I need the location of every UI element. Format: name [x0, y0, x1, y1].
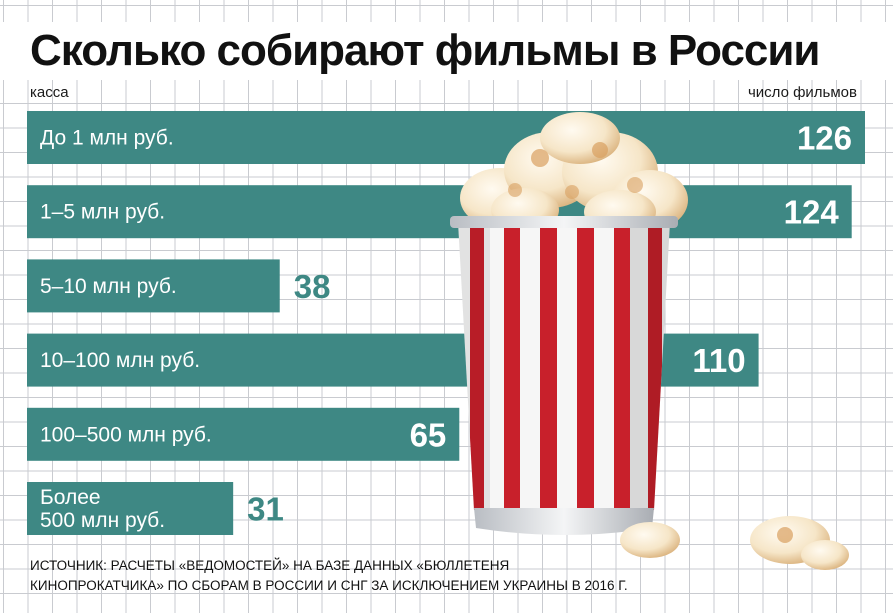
- category-label-5: 100–500 млн руб.: [40, 423, 212, 446]
- value-label-2: 124: [784, 194, 840, 231]
- category-label-2: 1–5 млн руб.: [40, 201, 165, 224]
- bar-2: [27, 185, 852, 239]
- bar-5: [27, 407, 460, 461]
- category-label-4: 10–100 млн руб.: [40, 349, 200, 372]
- chart-title: Сколько собирают фильмы в России: [30, 26, 820, 75]
- value-label-4: 110: [692, 342, 745, 379]
- category-axis-label: касса: [30, 84, 69, 101]
- value-label-5: 65: [410, 416, 447, 453]
- bar-6: [27, 482, 234, 535]
- source-note: ИСТОЧНИК: РАСЧЕТЫ «ВЕДОМОСТЕЙ» НА БАЗЕ Д…: [30, 558, 628, 593]
- title-band: [0, 22, 893, 80]
- bar-1: [27, 111, 865, 164]
- category-label-1: До 1 млн руб.: [40, 127, 174, 150]
- category-label-3: 5–10 млн руб.: [40, 275, 177, 298]
- bar-3: [27, 259, 280, 313]
- value-axis-label: число фильмов: [747, 84, 857, 101]
- value-label-1: 126: [797, 120, 852, 157]
- value-label-6: 31: [247, 491, 284, 528]
- category-label-6: Более 500 млн руб.: [40, 486, 165, 532]
- bars-group: До 1 млн руб. 126 1–5 млн руб. 124 5–10 млн …: [27, 111, 865, 535]
- value-label-3: 38: [294, 268, 331, 305]
- popcorn-bucket-icon: [450, 112, 849, 570]
